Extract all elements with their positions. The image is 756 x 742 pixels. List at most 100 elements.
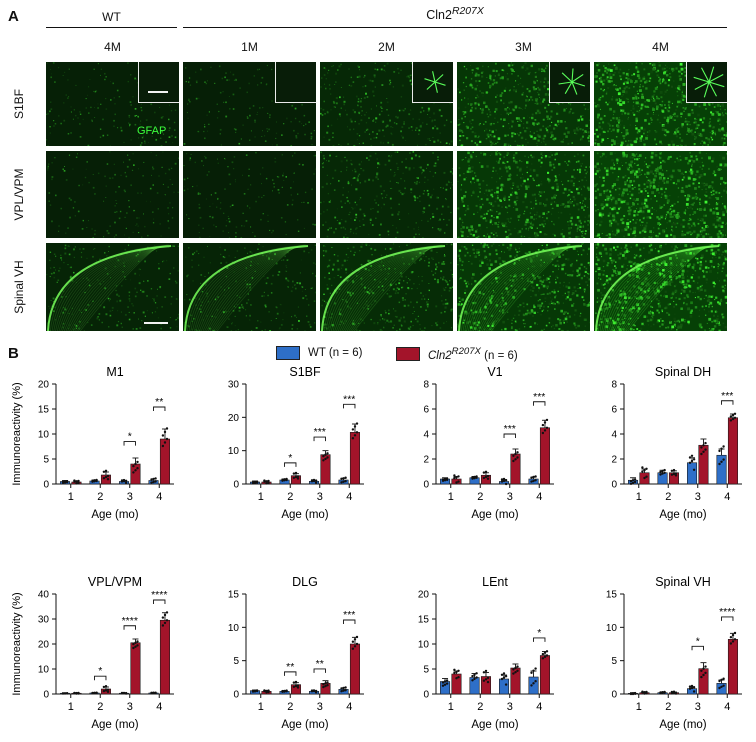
data-point: [326, 452, 328, 454]
legend-cln2-name: Cln2: [428, 350, 452, 362]
data-point: [77, 692, 79, 694]
data-point: [356, 422, 358, 424]
data-point: [107, 689, 109, 691]
data-point: [136, 644, 138, 646]
data-point: [501, 674, 503, 676]
x-axis-label: Age (mo): [91, 509, 138, 521]
chart-title: Spinal DH: [655, 365, 711, 379]
legend-cln2-swatch: [396, 347, 420, 361]
data-point: [516, 451, 518, 453]
data-point: [77, 482, 79, 484]
data-point: [512, 455, 514, 457]
data-point: [730, 419, 732, 421]
data-point: [704, 665, 706, 667]
significance-label: ***: [721, 390, 733, 402]
data-point: [356, 636, 358, 638]
data-point: [473, 476, 475, 478]
data-point: [326, 681, 328, 683]
data-point: [322, 686, 324, 688]
y-tick-label: 6: [423, 405, 429, 416]
data-point: [544, 421, 546, 423]
x-tick-label: 4: [156, 491, 162, 503]
data-point: [514, 671, 516, 673]
data-point: [442, 478, 444, 480]
data-point: [663, 472, 665, 474]
data-point: [689, 462, 691, 464]
data-point: [154, 480, 156, 482]
y-tick-label: 0: [423, 690, 429, 701]
x-tick-label: 3: [507, 491, 513, 503]
data-point: [267, 482, 269, 484]
data-point: [471, 679, 473, 681]
y-axis-label: Immunoreactivity (%): [11, 382, 23, 485]
data-point: [641, 691, 643, 693]
significance-label: *: [128, 431, 132, 443]
data-point: [542, 657, 544, 659]
x-axis-label: Age (mo): [281, 509, 328, 521]
data-point: [136, 467, 138, 469]
bar: [452, 674, 461, 694]
significance-label: ****: [151, 589, 167, 601]
data-point: [285, 689, 287, 691]
data-point: [446, 682, 448, 684]
data-point: [634, 481, 636, 483]
data-point: [632, 479, 634, 481]
data-point: [356, 643, 358, 645]
x-tick-label: 1: [636, 701, 642, 713]
y-tick-label: 0: [611, 480, 617, 491]
data-point: [734, 632, 736, 634]
bar: [717, 455, 726, 484]
data-point: [675, 472, 677, 474]
data-point: [718, 680, 720, 682]
data-point: [542, 424, 544, 426]
y-tick-label: 0: [43, 480, 49, 491]
data-point: [103, 477, 105, 479]
data-point: [164, 431, 166, 433]
y-tick-label: 20: [38, 640, 50, 651]
y-tick-label: 4: [423, 430, 429, 441]
micrograph-0-4: [594, 62, 727, 146]
data-point: [643, 477, 645, 479]
data-point: [503, 676, 505, 678]
y-axis-label: Immunoreactivity (%): [11, 592, 23, 695]
data-point: [641, 470, 643, 472]
micrograph-2-3: [457, 243, 590, 331]
data-point: [483, 680, 485, 682]
data-point: [473, 674, 475, 676]
data-point: [295, 681, 297, 683]
data-point: [675, 692, 677, 694]
column-header-0: 4M: [46, 40, 179, 54]
data-point: [354, 434, 356, 436]
significance-label: ****: [719, 606, 735, 618]
x-axis-label: Age (mo): [659, 719, 706, 731]
micrograph-1-0: [46, 151, 179, 238]
data-point: [487, 475, 489, 477]
data-point: [166, 611, 168, 613]
data-point: [354, 425, 356, 427]
data-point: [485, 678, 487, 680]
data-point: [444, 478, 446, 480]
data-point: [107, 691, 109, 693]
data-point: [64, 692, 66, 694]
data-point: [734, 638, 736, 640]
y-tick-label: 5: [233, 656, 239, 667]
data-point: [546, 654, 548, 656]
data-point: [673, 469, 675, 471]
data-point: [720, 461, 722, 463]
data-point: [720, 686, 722, 688]
significance-label: **: [286, 661, 294, 673]
data-point: [671, 470, 673, 472]
data-point: [313, 479, 315, 481]
bar: [728, 418, 737, 484]
chart-title: S1BF: [289, 365, 321, 379]
y-tick-label: 2: [423, 455, 429, 466]
stain-label-gfap: GFAP: [137, 125, 166, 137]
data-point: [322, 683, 324, 685]
y-tick-label: 10: [38, 430, 50, 441]
y-tick-label: 10: [228, 446, 240, 457]
data-point: [516, 665, 518, 667]
x-tick-label: 3: [695, 491, 701, 503]
inset-1: [275, 62, 316, 103]
x-tick-label: 4: [724, 701, 730, 713]
data-point: [722, 685, 724, 687]
